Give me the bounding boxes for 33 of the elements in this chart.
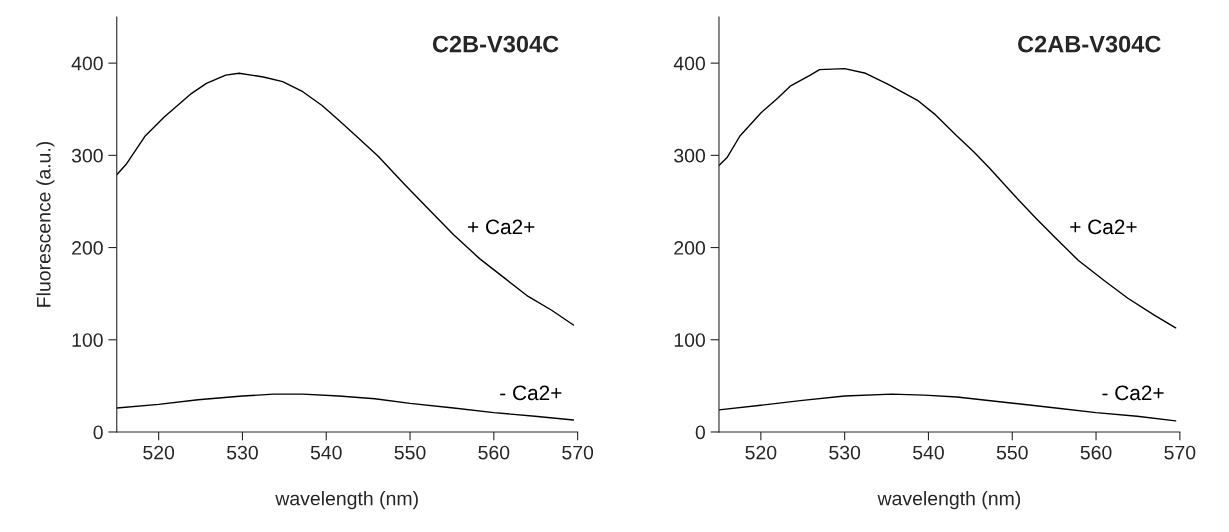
y-tick-label: 200 <box>72 241 103 255</box>
x-axis-title: wavelength (nm) <box>275 491 418 510</box>
y-tick-label: 300 <box>71 148 103 163</box>
x-tick-label: 540 <box>310 445 342 460</box>
text: C2AB-V304C <box>1018 35 1161 53</box>
line-series <box>718 67 1177 329</box>
x-tick-label: 570 <box>1164 445 1196 460</box>
x-tick-label: 520 <box>745 445 777 460</box>
y-tick-label: 300 <box>674 148 706 163</box>
text: C2B-V304C <box>432 35 559 53</box>
y-tick-label: 0 <box>695 425 706 440</box>
y-tick-label: 100 <box>72 333 103 348</box>
x-tick-label: 570 <box>562 445 594 460</box>
y-tick-label: 0 <box>93 425 103 440</box>
x-tick-label: 550 <box>996 445 1028 460</box>
x-axis-title: wavelength (nm) <box>877 491 1021 510</box>
y-axis-title: Fluorescence (a.u.) <box>36 141 55 307</box>
y-tick-label: 200 <box>674 241 706 255</box>
x-tick-label: 540 <box>913 445 944 460</box>
series-label: + Ca2+ <box>1070 219 1137 235</box>
series-label: + Ca2+ <box>468 219 535 235</box>
x-tick-label: 560 <box>1080 445 1112 460</box>
line-series <box>116 72 575 326</box>
series-label: - Ca2+ <box>500 385 562 401</box>
x-tick-label: 530 <box>227 445 258 460</box>
x-tick-label: 560 <box>478 445 510 460</box>
series-label: - Ca2+ <box>1102 385 1164 401</box>
x-tick-label: 550 <box>394 445 426 460</box>
y-tick-label: 400 <box>71 56 103 71</box>
x-tick-label: 520 <box>143 445 175 460</box>
y-tick-label: 100 <box>674 333 706 348</box>
y-tick-label: 400 <box>673 56 706 71</box>
x-tick-label: 530 <box>829 445 861 460</box>
